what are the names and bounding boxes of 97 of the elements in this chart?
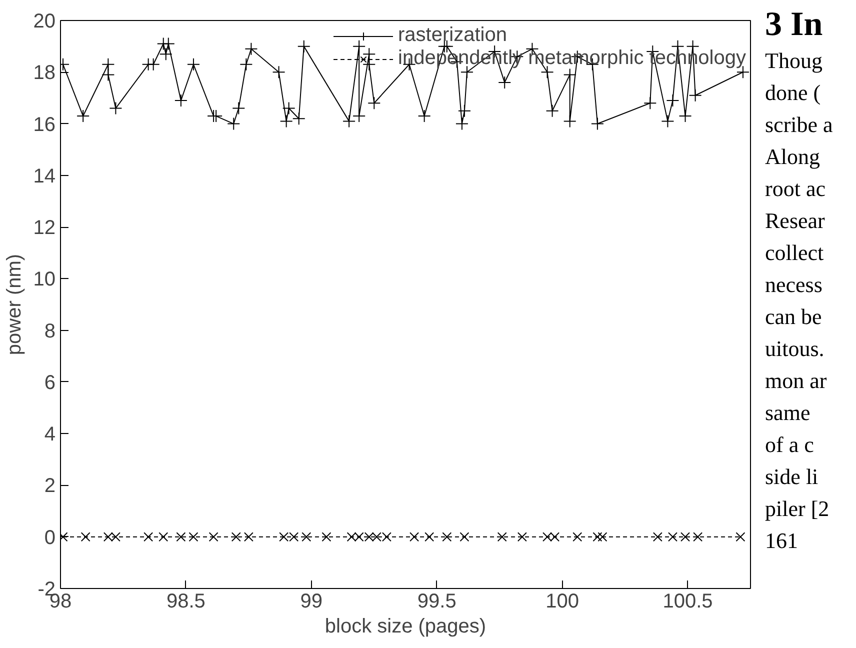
- point: [736, 532, 746, 542]
- y-tick-label: 6: [44, 372, 56, 394]
- point: [144, 532, 154, 542]
- point: [563, 114, 576, 128]
- point: [652, 532, 662, 542]
- point: [572, 532, 582, 542]
- point: [693, 532, 703, 542]
- point: [244, 42, 258, 56]
- x-tick-label: 100.5: [662, 590, 713, 612]
- point: [232, 102, 246, 115]
- point: [590, 117, 604, 130]
- point: [517, 532, 527, 542]
- text: root ac: [765, 175, 826, 203]
- text: 3 In: [765, 5, 824, 45]
- point: [598, 532, 608, 542]
- y-tick-label: 2: [44, 475, 56, 498]
- point: [592, 532, 602, 542]
- point: [661, 114, 674, 128]
- y-tick-label: 10: [33, 268, 56, 291]
- y-axis-title: power (nm): [3, 254, 26, 356]
- text: can be: [765, 303, 823, 331]
- text: Along: [765, 143, 821, 171]
- point: [368, 96, 381, 110]
- text: of a c: [765, 431, 815, 459]
- point: [362, 48, 376, 61]
- point: [362, 58, 376, 71]
- text: side li: [765, 463, 820, 491]
- x-tick-label: 99: [300, 590, 323, 612]
- point: [342, 114, 356, 128]
- point: [102, 68, 115, 82]
- point: [666, 94, 680, 108]
- point: [352, 110, 366, 123]
- text: necess: [765, 271, 824, 299]
- point: [322, 532, 332, 542]
- point: [442, 532, 452, 542]
- point: [297, 40, 310, 53]
- text: collect: [765, 239, 825, 267]
- point: [227, 117, 240, 130]
- point: [546, 104, 559, 118]
- x-tick-label: 100: [546, 590, 580, 612]
- point: [186, 58, 200, 71]
- point: [410, 532, 420, 542]
- x-tick-label: 99.5: [417, 590, 456, 612]
- point: [272, 66, 286, 79]
- point: [282, 102, 296, 115]
- point: [680, 532, 690, 542]
- legend-label: rasterization: [398, 24, 507, 47]
- point: [497, 532, 507, 542]
- text: same: [765, 399, 812, 427]
- point: [280, 114, 293, 128]
- y-tick-label: 16: [33, 114, 56, 136]
- text: Resear: [765, 207, 826, 235]
- text: scribe a: [765, 111, 833, 139]
- y-tick-label: 18: [33, 62, 56, 84]
- point: [644, 96, 657, 110]
- point: [668, 532, 678, 542]
- point: [460, 532, 470, 542]
- point: [688, 88, 702, 102]
- y-tick-label: 8: [44, 320, 56, 342]
- point: [174, 94, 188, 108]
- point: [208, 532, 218, 542]
- point: [458, 104, 471, 118]
- x-tick-label: 98.5: [166, 590, 206, 612]
- point: [678, 110, 692, 123]
- point: [188, 532, 198, 542]
- point: [498, 76, 512, 89]
- point: [244, 532, 254, 542]
- point: [563, 68, 576, 82]
- point: [424, 532, 434, 542]
- y-tick-label: 14: [33, 165, 56, 188]
- point: [231, 532, 241, 542]
- point: [76, 110, 90, 123]
- point: [455, 117, 468, 130]
- y-tick-label: 20: [33, 10, 56, 32]
- point: [418, 110, 431, 123]
- y-tick-label: 0: [44, 526, 56, 549]
- point: [102, 58, 115, 71]
- point: [146, 58, 160, 71]
- y-tick-label: 12: [33, 217, 56, 240]
- text: uitous.: [765, 335, 826, 363]
- point: [352, 40, 366, 53]
- point: [159, 48, 172, 61]
- text: done (: [765, 79, 822, 107]
- text: Thoug: [765, 47, 824, 75]
- point: [292, 112, 306, 126]
- point: [240, 58, 253, 71]
- point: [176, 532, 186, 542]
- text: 161: [765, 527, 799, 555]
- point: [162, 37, 175, 50]
- text: piler [2: [765, 495, 830, 523]
- text: mon ar: [765, 367, 828, 395]
- point: [158, 532, 168, 542]
- x-axis-title: block size (pages): [324, 616, 486, 638]
- point: [80, 532, 90, 542]
- point: [302, 532, 312, 542]
- y-tick-label: 4: [44, 424, 56, 446]
- point: [109, 102, 122, 115]
